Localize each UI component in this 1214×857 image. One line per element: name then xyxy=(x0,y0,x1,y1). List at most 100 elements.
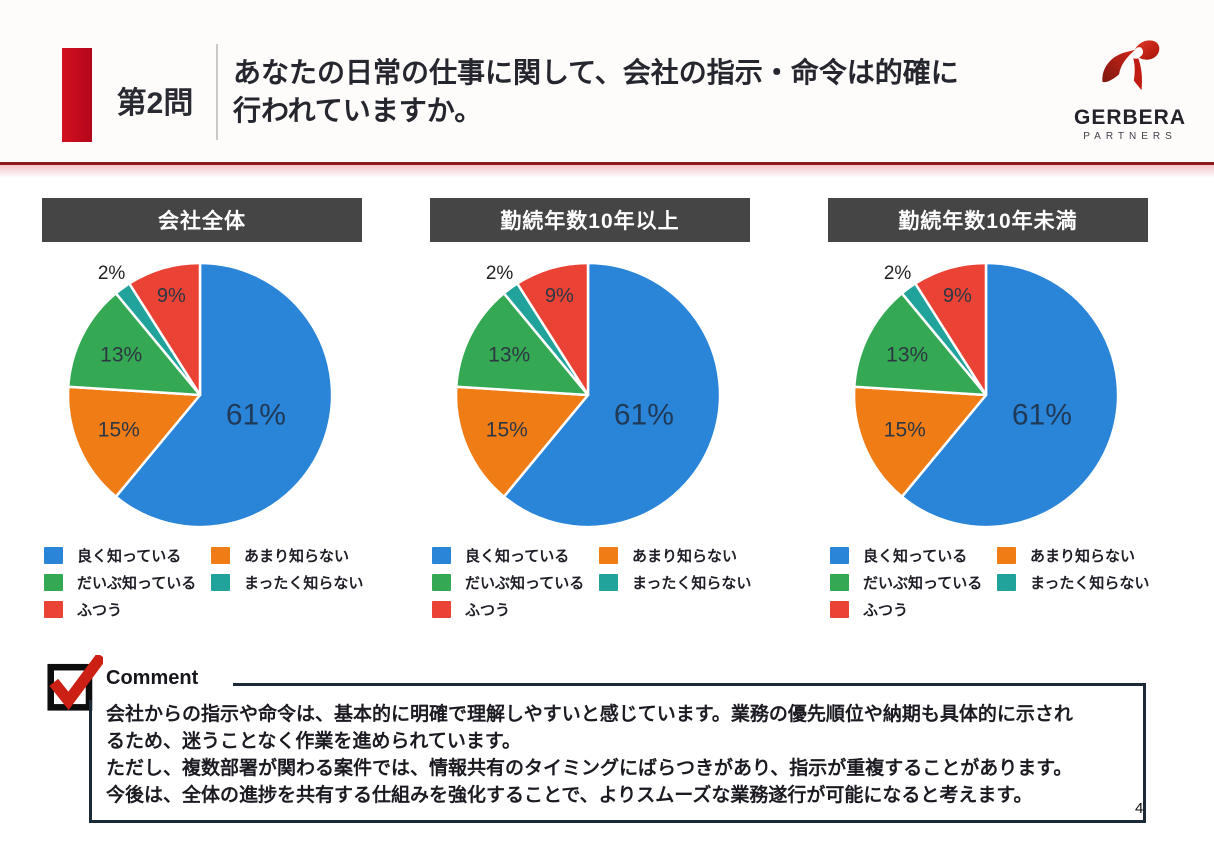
chart-legend: 良く知っている だいぶ知っている ふつう あまり知らない まったく知らない xyxy=(830,542,1149,623)
pie-label: 15% xyxy=(486,419,528,442)
legend-label: まったく知らない xyxy=(244,575,364,592)
pie-slice xyxy=(853,292,988,397)
legend-item: ふつう xyxy=(432,596,599,623)
legend-swatch xyxy=(997,547,1016,564)
legend-item: ふつう xyxy=(830,596,997,623)
comment-line: ただし、複数部署が関わる案件では、情報共有のタイミングにばらつきがあり、指示が重… xyxy=(106,758,1073,779)
comment-line: 会社からの指示や命令は、基本的に明確で理解しやすいと感じています。業務の優先順位… xyxy=(106,704,1073,725)
legend-label: だいぶ知っている xyxy=(77,575,197,592)
pie-label: 2% xyxy=(884,263,912,284)
pie-label: 9% xyxy=(157,285,186,307)
legend-label: だいぶ知っている xyxy=(465,575,585,592)
legend-item: あまり知らない xyxy=(997,542,1149,569)
legend-item: 良く知っている xyxy=(432,542,599,569)
header-divider xyxy=(216,44,218,140)
pie-chart: 61% 15% 13% 2% 9% xyxy=(448,255,728,535)
pie-label: 13% xyxy=(488,343,530,366)
pie-slice xyxy=(455,292,590,397)
legend-label: 良く知っている xyxy=(465,548,570,565)
legend-item: だいぶ知っている xyxy=(432,569,599,596)
pie-slice xyxy=(502,261,722,529)
question-title-line1: あなたの日常の仕事に関して、会社の指示・命令は的確に xyxy=(233,57,959,88)
header-band xyxy=(0,0,1214,162)
legend-swatch xyxy=(830,574,849,591)
comment-line: 今後は、全体の進捗を共有する仕組みを強化することで、よりスムーズな業務遂行が可能… xyxy=(106,785,1033,806)
legend-label: ふつう xyxy=(77,602,123,619)
legend-swatch xyxy=(211,574,230,591)
comment-box-border-top xyxy=(233,683,1146,686)
legend-item: まったく知らない xyxy=(599,569,751,596)
comment-text: 会社からの指示や命令は、基本的に明確で理解しやすいと感じています。業務の優先順位… xyxy=(106,701,1136,809)
legend-item: だいぶ知っている xyxy=(830,569,997,596)
pie-slice xyxy=(114,261,334,529)
comment-box-border-bottom xyxy=(89,820,1146,823)
legend-column: 良く知っている だいぶ知っている ふつう xyxy=(830,542,997,623)
header-rule xyxy=(0,162,1214,165)
legend-label: まったく知らない xyxy=(632,575,752,592)
legend-label: だいぶ知っている xyxy=(863,575,983,592)
checkbox-icon xyxy=(47,655,103,711)
chart-title-bar: 勤続年数10年未満 xyxy=(828,198,1148,242)
pie-chart: 61% 15% 13% 2% 9% xyxy=(846,255,1126,535)
legend-column: 良く知っている だいぶ知っているふつう xyxy=(432,542,599,623)
comment-label: Comment xyxy=(106,667,199,689)
pie-label: 13% xyxy=(886,343,928,366)
brand-logo: GERBERA PARTNERS xyxy=(1056,38,1204,142)
legend-item: 良く知っている xyxy=(830,542,997,569)
pie-label: 61% xyxy=(226,399,286,432)
pie-slice xyxy=(852,385,988,498)
question-title-line2: 行われていますか。 xyxy=(233,95,483,126)
legend-item: あまり知らない xyxy=(211,542,363,569)
pie-label: 9% xyxy=(943,285,972,307)
legend-swatch xyxy=(44,574,63,591)
legend-swatch xyxy=(432,547,451,564)
legend-column: あまり知らない まったく知らない xyxy=(997,542,1149,623)
legend-label: 良く知っている xyxy=(863,548,968,565)
legend-label: あまり知らない xyxy=(244,548,350,565)
legend-column: あまり知らない まったく知らない xyxy=(599,542,751,623)
legend-swatch xyxy=(599,547,618,564)
chart-panel-company-total: 会社全体 61% 15% 13% 2% 9% 良く知っている だいぶ知っている ふつう あまり… xyxy=(42,198,363,628)
pie-label: 13% xyxy=(100,343,142,366)
header-rule-glow xyxy=(0,165,1214,178)
page-number: 4 xyxy=(1135,800,1144,817)
legend-swatch xyxy=(432,601,451,618)
pie-label: 61% xyxy=(614,399,674,432)
brand-name: GERBERA xyxy=(1073,106,1186,129)
pie-slice xyxy=(128,261,202,397)
legend-swatch xyxy=(44,547,63,564)
legend-item: だいぶ知っている xyxy=(44,569,211,596)
gerbera-logo-icon xyxy=(1102,40,1160,91)
legend-column: 良く知っているだいぶ知っている ふつう xyxy=(44,542,211,623)
legend-swatch xyxy=(997,574,1016,591)
legend-swatch xyxy=(830,547,849,564)
legend-column: あまり知らない まったく知らない xyxy=(211,542,363,623)
chart-panel-tenure-10plus: 勤続年数10年以上 61% 15% 13% 2% 9% 良く知っている だいぶ知っているふ… xyxy=(430,198,751,628)
legend-label: まったく知らない xyxy=(1030,575,1150,592)
legend-item: まったく知らない xyxy=(211,569,363,596)
legend-label: あまり知らない xyxy=(632,548,738,565)
legend-swatch xyxy=(211,547,230,564)
legend-label: あまり知らない xyxy=(1030,548,1136,565)
pie-label: 61% xyxy=(1012,399,1072,432)
legend-item: 良く知っている xyxy=(44,542,211,569)
legend-swatch xyxy=(599,574,618,591)
pie-label: 2% xyxy=(98,263,126,284)
question-accent-bar xyxy=(62,48,92,142)
legend-label: ふつう xyxy=(863,602,909,619)
comment-box-border-left xyxy=(89,700,92,823)
pie-slice xyxy=(516,261,590,397)
legend-swatch xyxy=(830,601,849,618)
legend-item: あまり知らない xyxy=(599,542,751,569)
chart-title-bar: 勤続年数10年以上 xyxy=(430,198,750,242)
chart-title-bar: 会社全体 xyxy=(42,198,362,242)
legend-swatch xyxy=(432,574,451,591)
pie-chart: 61% 15% 13% 2% 9% xyxy=(60,255,340,535)
pie-label: 15% xyxy=(884,419,926,442)
pie-slice xyxy=(66,385,202,498)
pie-label: 9% xyxy=(545,285,574,307)
pie-slice xyxy=(900,261,1120,529)
comment-box-border-right xyxy=(1143,683,1146,823)
legend-item: まったく知らない xyxy=(997,569,1149,596)
brand-subname: PARTNERS xyxy=(1083,131,1177,142)
